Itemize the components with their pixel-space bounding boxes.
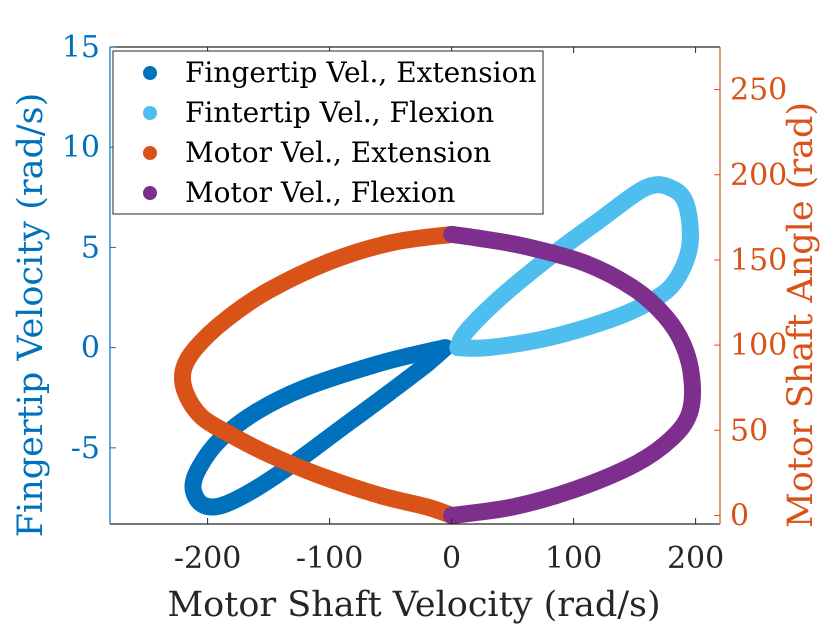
- y-left-tick-label: 15: [62, 30, 100, 65]
- y-right-tick-label: 250: [730, 73, 787, 108]
- y-axis-left-label: Fingertip Velocity (rad/s): [11, 93, 51, 538]
- x-tick-label: 100: [545, 541, 602, 576]
- series-path-motor-vel-flexion: [443, 225, 702, 524]
- legend-marker: [143, 186, 157, 200]
- y-axis-right-label: Motor Shaft Angle (rad): [781, 102, 821, 528]
- legend: Fingertip Vel., Extension Fintertip Vel.,…: [112, 50, 544, 215]
- y-left-tick-label: 5: [81, 230, 100, 265]
- y-left-tick-label: 10: [62, 130, 100, 165]
- legend-box: [112, 50, 544, 215]
- x-axis-label: Motor Shaft Velocity (rad/s): [167, 585, 660, 625]
- y-right-tick-label: 0: [730, 498, 749, 533]
- legend-label: Motor Vel., Extension: [185, 136, 491, 169]
- series-path-fingertip-vel-extension: [184, 339, 454, 516]
- y-right-tick-label: 150: [730, 243, 787, 278]
- legend-label: Motor Vel., Flexion: [185, 176, 455, 209]
- legend-label: Fingertip Vel., Extension: [185, 56, 537, 89]
- y-right-tick-label: 100: [730, 328, 787, 363]
- legend-marker: [143, 146, 157, 160]
- legend-marker: [143, 66, 157, 80]
- y-left-tick-label: -5: [71, 431, 100, 466]
- y-left-tick-label: 0: [81, 331, 100, 366]
- x-tick-label: -200: [174, 541, 241, 576]
- series-path-motor-vel-extension: [173, 225, 461, 524]
- legend-marker: [143, 106, 157, 120]
- y-right-tick-label: 200: [730, 158, 787, 193]
- legend-label: Fintertip Vel., Flexion: [185, 96, 494, 129]
- x-tick-label: 0: [442, 541, 461, 576]
- plot-area: [173, 176, 702, 524]
- x-tick-label: 200: [667, 541, 724, 576]
- series-path-fintertip-vel-flexion: [449, 176, 699, 357]
- y-right-tick-label: 50: [730, 413, 768, 448]
- x-tick-label: -100: [296, 541, 363, 576]
